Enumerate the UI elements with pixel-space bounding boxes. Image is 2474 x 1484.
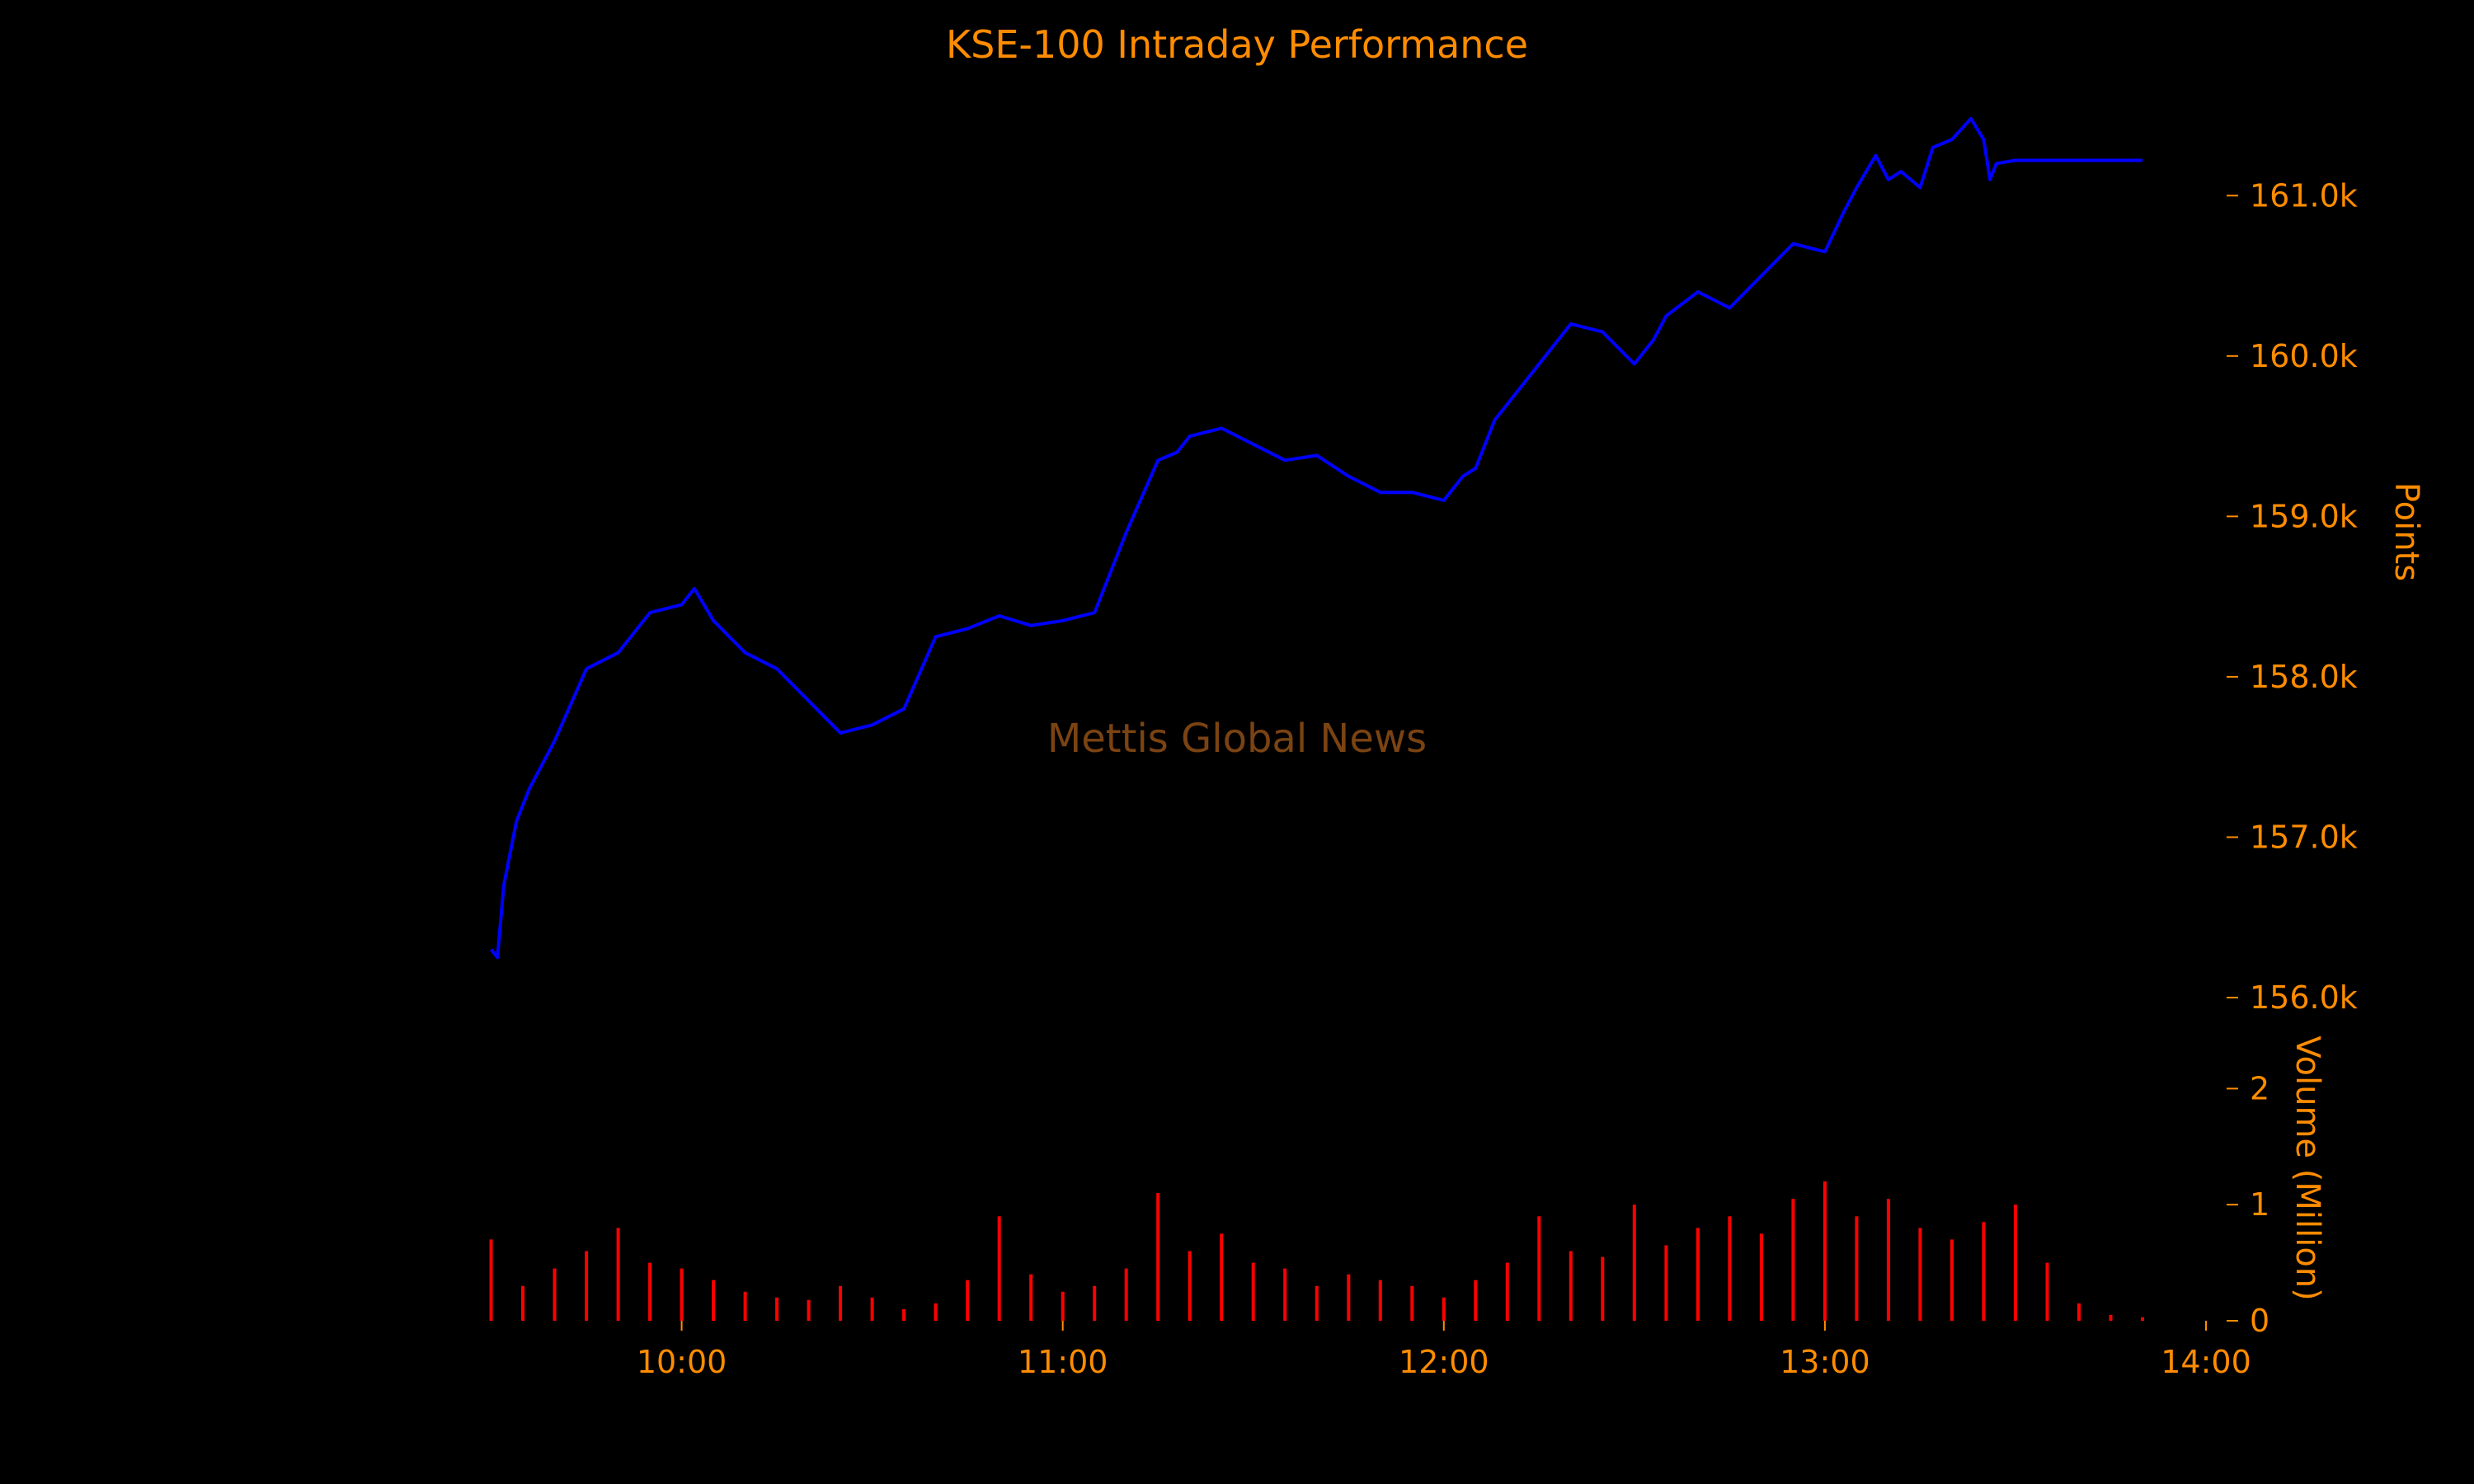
price-series	[489, 116, 2142, 960]
volume-bar	[1791, 1199, 1795, 1321]
volume-bar	[1855, 1216, 1859, 1321]
volume-bar	[934, 1303, 938, 1321]
x-tick-label: 14:00	[2161, 1344, 2251, 1380]
volume-bar	[1188, 1251, 1192, 1321]
price-tick-label: 156.0k	[2250, 979, 2358, 1016]
volume-bar	[966, 1280, 970, 1321]
volume-bars	[489, 1181, 2144, 1321]
volume-tick-label: 1	[2250, 1186, 2269, 1223]
x-tick-label: 11:00	[1018, 1344, 1108, 1380]
volume-bar	[2013, 1205, 2017, 1321]
volume-bar	[489, 1239, 493, 1321]
price-tick-label: 157.0k	[2250, 819, 2358, 855]
price-axis: 156.0k 157.0k 158.0k 159.0k 160.0k 161.0k	[2227, 177, 2358, 1016]
volume-bar	[1950, 1239, 1954, 1321]
volume-bar	[2109, 1315, 2113, 1321]
volume-bar	[2077, 1303, 2081, 1321]
watermark-text: Mettis Global News	[1047, 716, 1427, 762]
volume-bar	[680, 1268, 684, 1321]
price-tick-label: 159.0k	[2250, 498, 2358, 534]
volume-bar	[1378, 1280, 1382, 1321]
volume-bar	[2141, 1317, 2144, 1321]
volume-bar	[997, 1216, 1001, 1321]
volume-bar	[1632, 1205, 1636, 1321]
volume-bar	[616, 1228, 620, 1321]
volume-bar	[1537, 1216, 1541, 1321]
price-tick-label: 161.0k	[2250, 177, 2358, 214]
volume-bar	[1728, 1216, 1732, 1321]
volume-bar	[1251, 1262, 1255, 1321]
volume-bar	[1442, 1297, 1446, 1321]
price-axis-label: Points	[2387, 482, 2425, 581]
volume-bar	[807, 1299, 811, 1321]
volume-bar	[1918, 1228, 1922, 1321]
volume-bar	[775, 1297, 779, 1321]
chart-title: KSE-100 Intraday Performance	[946, 22, 1528, 67]
x-tick-label: 13:00	[1780, 1344, 1870, 1380]
price-tick-label: 160.0k	[2250, 338, 2358, 374]
volume-bar	[1601, 1256, 1605, 1321]
x-tick-label: 10:00	[637, 1344, 727, 1380]
volume-bar	[1029, 1274, 1033, 1321]
volume-bar	[1124, 1268, 1128, 1321]
volume-bar	[1283, 1268, 1287, 1321]
volume-bar	[648, 1262, 652, 1321]
volume-bar	[1696, 1228, 1700, 1321]
volume-axis: 0 1 2	[2227, 1070, 2269, 1339]
volume-bar	[585, 1251, 589, 1321]
price-tick-label: 158.0k	[2250, 659, 2358, 695]
volume-tick-label: 2	[2250, 1070, 2269, 1106]
volume-axis-label: Volume (Million)	[2288, 1036, 2326, 1300]
volume-bar	[1220, 1233, 1224, 1321]
volume-bar	[1061, 1291, 1065, 1321]
volume-bar	[1664, 1245, 1668, 1321]
volume-bar	[553, 1268, 557, 1321]
volume-bar	[1315, 1285, 1319, 1321]
x-axis: 10:00 11:00 12:00 13:00 14:00	[637, 1321, 2251, 1380]
volume-bar	[521, 1285, 524, 1321]
volume-bar	[902, 1308, 906, 1321]
volume-bar	[2045, 1262, 2049, 1321]
volume-bar	[743, 1291, 747, 1321]
price-line	[489, 116, 2142, 960]
volume-bar	[1093, 1285, 1097, 1321]
volume-bar	[1569, 1251, 1573, 1321]
volume-bar	[1474, 1280, 1478, 1321]
volume-bar	[1410, 1285, 1414, 1321]
x-tick-label: 12:00	[1399, 1344, 1489, 1380]
volume-bar	[839, 1285, 843, 1321]
volume-bar	[1823, 1181, 1827, 1321]
volume-bar	[1156, 1193, 1160, 1321]
volume-bar	[1886, 1199, 1890, 1321]
volume-bar	[712, 1280, 716, 1321]
volume-bar	[1982, 1222, 1986, 1321]
volume-bar	[870, 1297, 874, 1321]
volume-tick-label: 0	[2250, 1303, 2269, 1339]
volume-bar	[1347, 1274, 1351, 1321]
volume-bar	[1505, 1262, 1509, 1321]
volume-bar	[1759, 1233, 1763, 1321]
